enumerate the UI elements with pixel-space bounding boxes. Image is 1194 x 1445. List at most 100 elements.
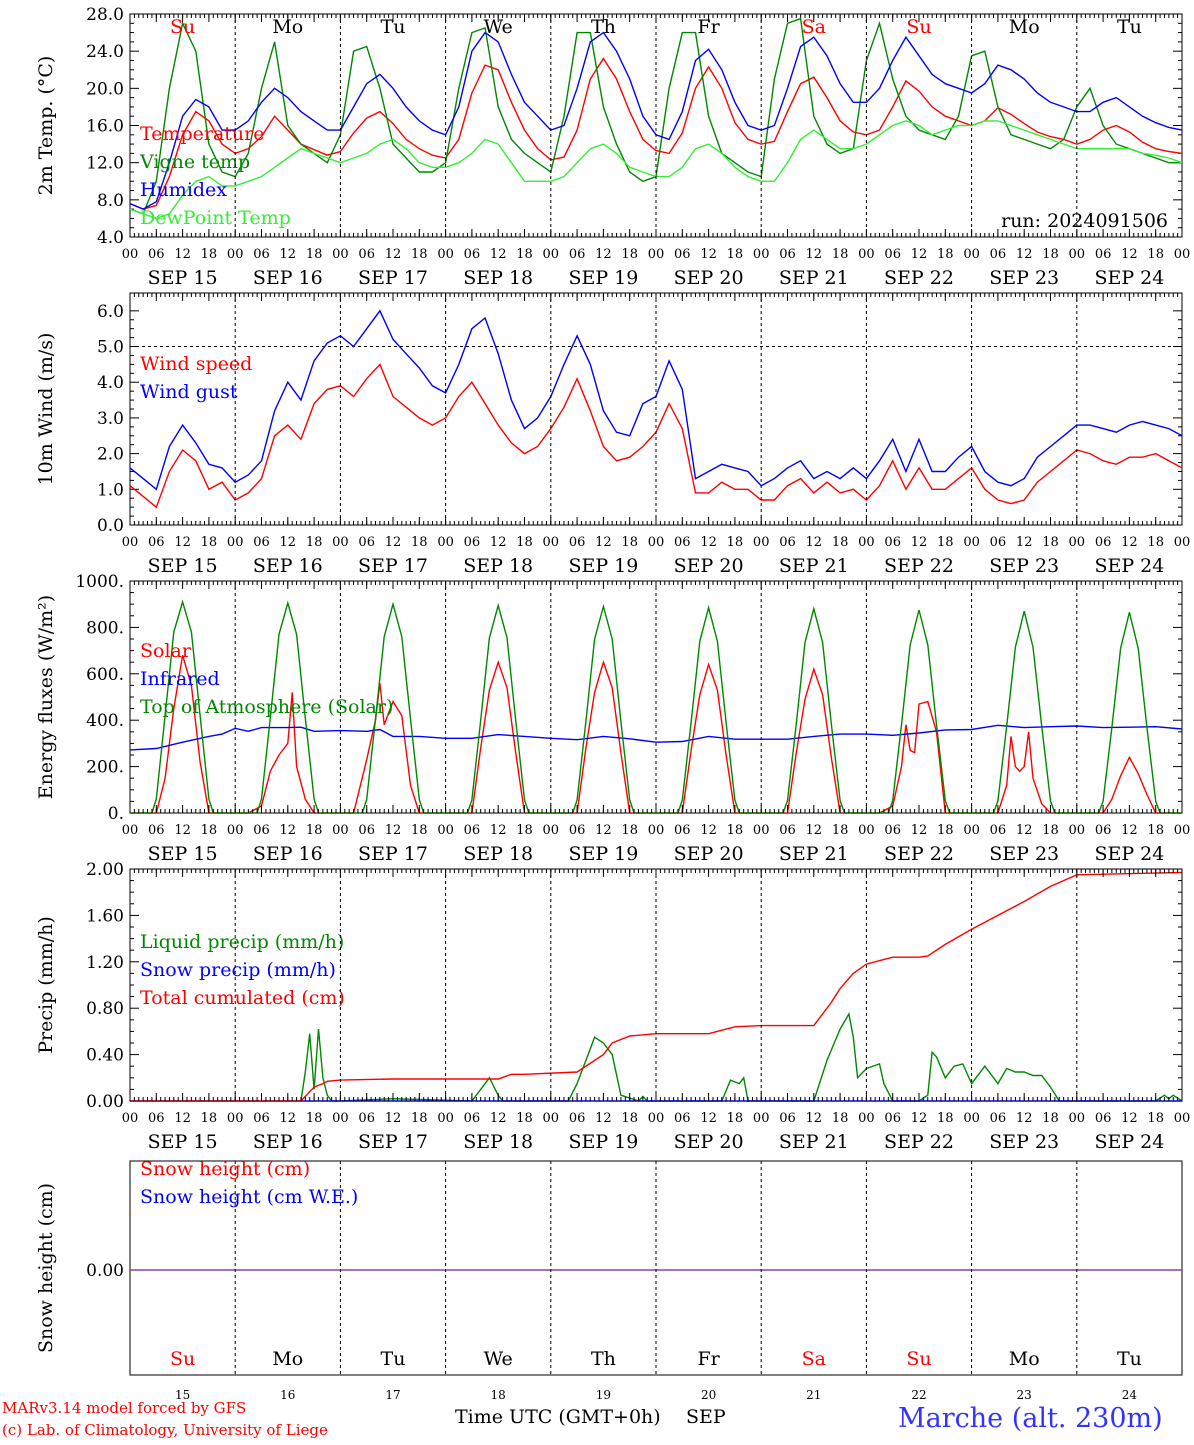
series-infrared [129,724,1183,751]
hour-tick-label: 06 [253,823,270,838]
weekday-label: Mo [1009,1348,1040,1370]
hour-tick-label: 06 [884,247,901,262]
y-tick-label: 0.0 [97,516,124,536]
hour-tick-label: 12 [174,1111,191,1126]
hour-tick-label: 12 [490,1111,507,1126]
weekday-label: Fr [697,16,720,38]
hour-tick-label: 00 [858,535,875,550]
hour-tick-label: 06 [464,823,481,838]
y-tick-label: 0. [108,804,124,824]
hour-tick-label: 00 [437,1111,454,1126]
hour-tick-label: 06 [884,535,901,550]
hour-tick-label: 06 [779,1111,796,1126]
date-label: SEP 15 [148,267,218,289]
date-label: SEP 19 [568,267,638,289]
hour-tick-label: 00 [543,247,560,262]
date-label: SEP 22 [884,267,954,289]
hour-tick-label: 18 [937,247,954,262]
panel-energy: 0. 200. 400. 600. 800. 1000. Energy fluxes (W/… [35,572,1183,824]
weekday-label: Fr [697,1348,720,1370]
hour-tick-label: 06 [990,247,1007,262]
hour-tick-label: 12 [595,247,612,262]
y-tick-label: 12.0 [86,154,124,174]
y-axis-label: Snow height (cm) [35,1183,57,1353]
hour-tick-label: 00 [122,1111,139,1126]
series-temperature [129,57,1183,210]
hour-tick-label: 12 [911,247,928,262]
date-label: SEP 19 [568,843,638,865]
hour-tick-label: 18 [937,1111,954,1126]
hour-tick-label: 06 [148,535,165,550]
hour-tick-label: 06 [253,1111,270,1126]
date-label: SEP 16 [253,1131,323,1153]
hour-tick-label: 18 [1042,1111,1059,1126]
y-tick-label: 2.0 [97,445,124,465]
y-tick-label: 4.0 [97,373,124,393]
hour-tick-label: 00 [753,535,770,550]
hour-tick-label: 12 [490,823,507,838]
date-label: SEP 20 [674,1131,744,1153]
y-axis-label: 10m Wind (m/s) [35,333,57,486]
date-label: SEP 22 [884,843,954,865]
weekday-label: Th [591,1348,616,1370]
hour-tick-label: 12 [174,535,191,550]
hour-tick-label: 06 [358,1111,375,1126]
hour-tick-label: 12 [806,823,823,838]
hour-tick-label: 18 [201,247,218,262]
hour-tick-label: 06 [674,1111,691,1126]
hour-tick-label: 00 [858,247,875,262]
date-label: SEP 21 [779,1131,849,1153]
y-tick-label: 0.00 [86,1261,124,1281]
legend-entry: Liquid precip (mm/h) [140,931,344,953]
date-label: SEP 24 [1094,267,1164,289]
hour-tick-label: 12 [806,1111,823,1126]
date-label: SEP 16 [253,843,323,865]
date-label: SEP 19 [568,555,638,577]
hour-tick-label: 18 [1147,1111,1164,1126]
hour-tick-label: 18 [411,823,428,838]
hour-tick-label: 06 [1095,1111,1112,1126]
hour-tick-label: 12 [1016,535,1033,550]
hour-tick-label: 12 [806,247,823,262]
hour-tick-label: 12 [911,823,928,838]
date-label: SEP 21 [779,267,849,289]
month-label: SEP [686,1406,726,1428]
hour-tick-label: 00 [227,535,244,550]
hour-tick-label: 12 [1121,535,1138,550]
y-tick-label: 8.0 [97,191,124,211]
hour-tick-label: 12 [1016,247,1033,262]
date-label: SEP 24 [1094,555,1164,577]
panels: 4.0 8.0 12.0 16.0 20.0 24.0 28.0 2m Temp. (°C) T… [35,5,1190,1402]
panel-precip: 0.00 0.40 0.80 1.20 1.60 2.00 Precip (mm/h) Liq… [35,860,1183,1112]
hour-tick-label: 00 [332,1111,349,1126]
hour-tick-label: 12 [385,247,402,262]
hour-tick-label: 00 [1174,823,1191,838]
hour-tick-label: 00 [332,823,349,838]
day-number-label: 19 [596,1388,611,1402]
hour-tick-label: 18 [516,535,533,550]
hour-tick-label: 06 [779,535,796,550]
date-label: SEP 20 [674,267,744,289]
hour-tick-label: 18 [306,535,323,550]
legend-entry: Top of Atmosphere (Solar) [140,696,393,718]
hour-tick-label: 00 [437,535,454,550]
hour-tick-label: 18 [411,247,428,262]
date-label: SEP 16 [253,555,323,577]
hour-tick-label: 18 [727,535,744,550]
hour-tick-label: 18 [201,535,218,550]
panel-snow: 0.00 Snow height (cm) Snow height (cm) Snow… [35,1158,1183,1376]
hour-tick-label: 00 [648,823,665,838]
day-number-label: 20 [701,1388,716,1402]
hour-tick-label: 18 [1042,535,1059,550]
date-label: SEP 15 [148,1131,218,1153]
hour-tick-label: 00 [437,823,454,838]
weekday-label: Sa [802,16,826,38]
hour-tick-label: 06 [358,823,375,838]
hour-tick-label: 06 [358,535,375,550]
y-tick-label: 24.0 [86,42,124,62]
legend-entry: Infrared [140,668,220,690]
hour-tick-label: 18 [832,247,849,262]
hour-tick-label: 00 [963,823,980,838]
date-label: SEP 22 [884,1131,954,1153]
